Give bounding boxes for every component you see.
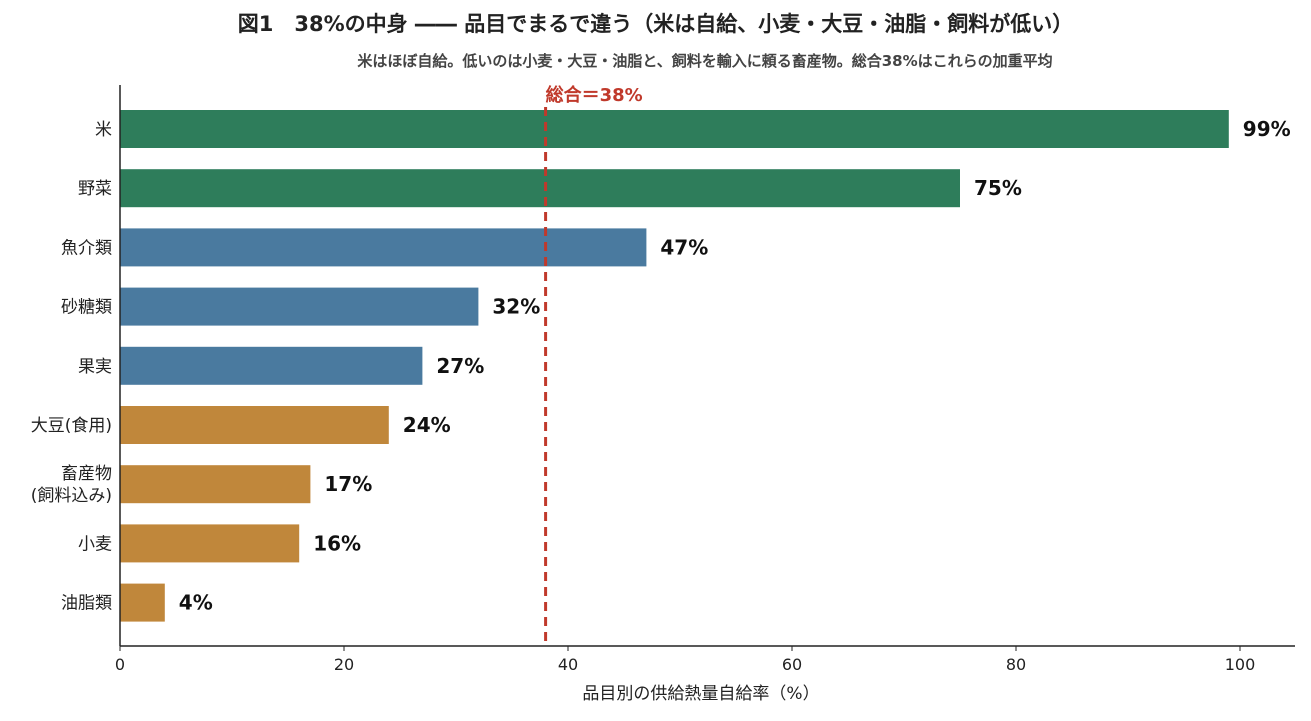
category-label-5: 大豆(食用) <box>31 416 112 436</box>
data-label-3: 32% <box>492 295 540 319</box>
x-axis-title: 品目別の供給熱量自給率（%） <box>582 684 819 704</box>
x-tick-label-5: 100 <box>1225 655 1256 674</box>
data-label-2: 47% <box>660 235 708 259</box>
x-tick-label-2: 40 <box>558 655 578 674</box>
category-label-7: 小麦 <box>78 534 112 554</box>
x-tick-label-3: 60 <box>782 655 802 674</box>
x-tick-label-4: 80 <box>1006 655 1026 674</box>
bar-2 <box>120 228 647 267</box>
x-tick-label-1: 20 <box>334 655 354 674</box>
category-label-3: 砂糖類 <box>61 298 112 318</box>
data-label-4: 27% <box>436 354 484 378</box>
category-label-1: 野菜 <box>78 179 112 199</box>
category-label-2: 魚介類 <box>61 238 112 258</box>
labels-layer: 99% 米 75% 野菜 47% 魚介類 32% 砂糖類 27% 果実 24% 大豆(食用) 17% 畜産… <box>31 117 1291 615</box>
category-label-0: 米 <box>95 120 112 140</box>
bar-8 <box>120 583 165 622</box>
chart-title: 図1 38%の中身 ―― 品目でまるで違う（米は自給、小麦・大豆・油脂・飼料が低… <box>237 12 1074 36</box>
data-label-1: 75% <box>974 176 1022 200</box>
bar-4 <box>120 346 423 385</box>
bar-1 <box>120 169 960 208</box>
data-label-8: 4% <box>179 591 213 615</box>
category-label-4: 果実 <box>78 357 112 377</box>
reference-line-label: 総合＝38% <box>546 84 643 106</box>
bar-0 <box>120 110 1229 148</box>
bars-layer <box>120 110 1229 622</box>
bar-3 <box>120 287 479 326</box>
x-tick-label-0: 0 <box>115 655 125 674</box>
data-label-7: 16% <box>313 531 361 555</box>
chart-subtitle: 米はほぼ自給。低いのは小麦・大豆・油脂と、飼料を輸入に頼る畜産物。総合38%はこ… <box>357 52 1053 70</box>
reference-layer: 総合＝38% <box>544 84 643 646</box>
category-label-6: 畜産物(飼料込み) <box>31 464 112 506</box>
axes-layer: 0 20 40 60 80 100 <box>115 85 1295 674</box>
bar-7 <box>120 524 300 563</box>
data-label-0: 99% <box>1243 117 1291 141</box>
bar-6 <box>120 465 311 504</box>
data-label-6: 17% <box>324 472 372 496</box>
data-label-5: 24% <box>403 413 451 437</box>
bar-5 <box>120 406 389 444</box>
category-label-8: 油脂類 <box>61 594 112 614</box>
